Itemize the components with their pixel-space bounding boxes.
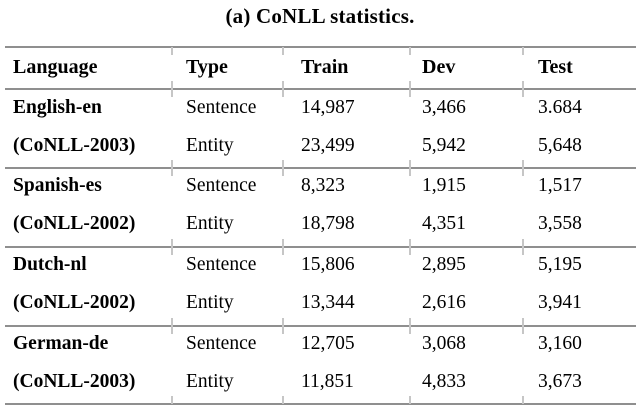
cell-language: Spanish-es bbox=[13, 175, 102, 196]
table-row: (CoNLL-2002) Entity 13,344 2,616 3,941 bbox=[5, 289, 636, 317]
cell-language: English-en bbox=[13, 97, 102, 118]
column-divider-tick bbox=[409, 239, 411, 255]
cell-type: Entity bbox=[186, 292, 234, 313]
cell-train: 14,987 bbox=[301, 97, 355, 118]
cell-train: 8,323 bbox=[301, 175, 345, 196]
header-train: Train bbox=[301, 56, 349, 78]
cell-test: 5,195 bbox=[538, 254, 582, 275]
cell-type: Sentence bbox=[186, 175, 257, 196]
cell-test: 3.684 bbox=[538, 97, 582, 118]
cell-language: (CoNLL-2003) bbox=[13, 371, 136, 392]
column-divider-tick bbox=[282, 318, 284, 334]
table-rule-group3 bbox=[5, 318, 636, 334]
column-divider-tick bbox=[409, 81, 411, 97]
column-divider-tick bbox=[282, 396, 284, 404]
column-divider-tick bbox=[409, 160, 411, 176]
cell-train: 11,851 bbox=[301, 371, 354, 392]
page-title: (a) CoNLL statistics. bbox=[225, 4, 415, 28]
column-divider-tick bbox=[171, 239, 173, 255]
column-divider-tick bbox=[522, 160, 524, 176]
cell-train: 12,705 bbox=[301, 333, 355, 354]
table-row: German-de Sentence 12,705 3,068 3,160 bbox=[5, 330, 636, 358]
cell-dev: 4,351 bbox=[422, 213, 466, 234]
column-divider-tick bbox=[522, 239, 524, 255]
cell-dev: 5,942 bbox=[422, 135, 466, 156]
cell-dev: 2,616 bbox=[422, 292, 466, 313]
table-row: (CoNLL-2003) Entity 23,499 5,942 5,648 bbox=[5, 132, 636, 160]
column-divider-tick bbox=[171, 160, 173, 176]
cell-train: 13,344 bbox=[301, 292, 355, 313]
cell-dev: 2,895 bbox=[422, 254, 466, 275]
column-divider-tick bbox=[522, 81, 524, 97]
cell-dev: 4,833 bbox=[422, 371, 466, 392]
cell-train: 15,806 bbox=[301, 254, 355, 275]
table-row: Dutch-nl Sentence 15,806 2,895 5,195 bbox=[5, 251, 636, 279]
cell-type: Sentence bbox=[186, 97, 257, 118]
table-rule-header bbox=[5, 81, 636, 97]
table-rule-group2 bbox=[5, 239, 636, 255]
column-divider-tick bbox=[409, 47, 411, 55]
cell-test: 3,160 bbox=[538, 333, 582, 354]
cell-type: Entity bbox=[186, 135, 234, 156]
cell-train: 23,499 bbox=[301, 135, 355, 156]
table-row: English-en Sentence 14,987 3,466 3.684 bbox=[5, 94, 636, 122]
column-divider-tick bbox=[522, 318, 524, 334]
cell-language: German-de bbox=[13, 333, 109, 354]
cell-dev: 3,466 bbox=[422, 97, 466, 118]
column-divider-tick bbox=[522, 396, 524, 404]
table-rule-top bbox=[5, 46, 636, 55]
header-language: Language bbox=[13, 56, 98, 78]
header-type: Type bbox=[186, 56, 228, 78]
cell-test: 3,558 bbox=[538, 213, 582, 234]
cell-test: 5,648 bbox=[538, 135, 582, 156]
header-test: Test bbox=[538, 56, 573, 78]
conll-statistics-table: Language Type Train Dev Test English-en … bbox=[5, 46, 636, 405]
cell-language: (CoNLL-2002) bbox=[13, 213, 136, 234]
column-divider-tick bbox=[171, 318, 173, 334]
header-row: Language Type Train Dev Test bbox=[5, 53, 636, 81]
cell-type: Entity bbox=[186, 213, 234, 234]
table-rule-group1 bbox=[5, 160, 636, 176]
table-rule-bottom bbox=[5, 396, 636, 405]
cell-test: 3,941 bbox=[538, 292, 582, 313]
cell-train: 18,798 bbox=[301, 213, 355, 234]
cell-test: 3,673 bbox=[538, 371, 582, 392]
table-row: (CoNLL-2002) Entity 18,798 4,351 3,558 bbox=[5, 210, 636, 238]
column-divider-tick bbox=[409, 318, 411, 334]
cell-language: (CoNLL-2002) bbox=[13, 292, 136, 313]
cell-dev: 1,915 bbox=[422, 175, 466, 196]
column-divider-tick bbox=[282, 239, 284, 255]
column-divider-tick bbox=[171, 396, 173, 404]
column-divider-tick bbox=[282, 81, 284, 97]
header-dev: Dev bbox=[422, 56, 456, 78]
cell-type: Sentence bbox=[186, 333, 257, 354]
cell-dev: 3,068 bbox=[422, 333, 466, 354]
table-row: (CoNLL-2003) Entity 11,851 4,833 3,673 bbox=[5, 368, 636, 396]
column-divider-tick bbox=[409, 396, 411, 404]
cell-language: Dutch-nl bbox=[13, 254, 87, 275]
column-divider-tick bbox=[171, 81, 173, 97]
column-divider-tick bbox=[282, 160, 284, 176]
cell-type: Sentence bbox=[186, 254, 257, 275]
column-divider-tick bbox=[522, 47, 524, 55]
table-row: Spanish-es Sentence 8,323 1,915 1,517 bbox=[5, 172, 636, 200]
column-divider-tick bbox=[171, 47, 173, 55]
cell-language: (CoNLL-2003) bbox=[13, 135, 136, 156]
cell-test: 1,517 bbox=[538, 175, 582, 196]
cell-type: Entity bbox=[186, 371, 234, 392]
column-divider-tick bbox=[282, 47, 284, 55]
